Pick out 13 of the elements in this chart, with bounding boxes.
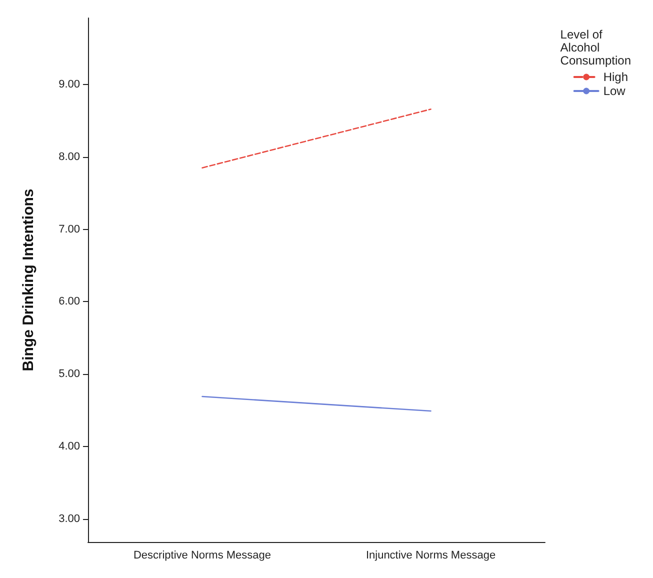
y-tick-label: 5.00 [58, 368, 80, 380]
x-tick-label: Injunctive Norms Message [366, 550, 496, 562]
y-tick-label: 6.00 [58, 296, 80, 308]
y-tick-label: 7.00 [58, 223, 80, 236]
legend-label: High [603, 70, 628, 84]
y-axis-title: Binge Drinking Intentions [20, 188, 37, 372]
y-tick-label: 8.00 [58, 150, 80, 163]
y-tick-label: 4.00 [58, 440, 80, 452]
y-tick-label: 3.00 [58, 512, 80, 525]
y-tick-label: 9.00 [58, 78, 80, 91]
legend-title: Level of Alcohol Consumption [560, 28, 632, 68]
x-tick-label: Descriptive Norms Message [133, 550, 272, 562]
legend-label: Low [603, 84, 626, 98]
